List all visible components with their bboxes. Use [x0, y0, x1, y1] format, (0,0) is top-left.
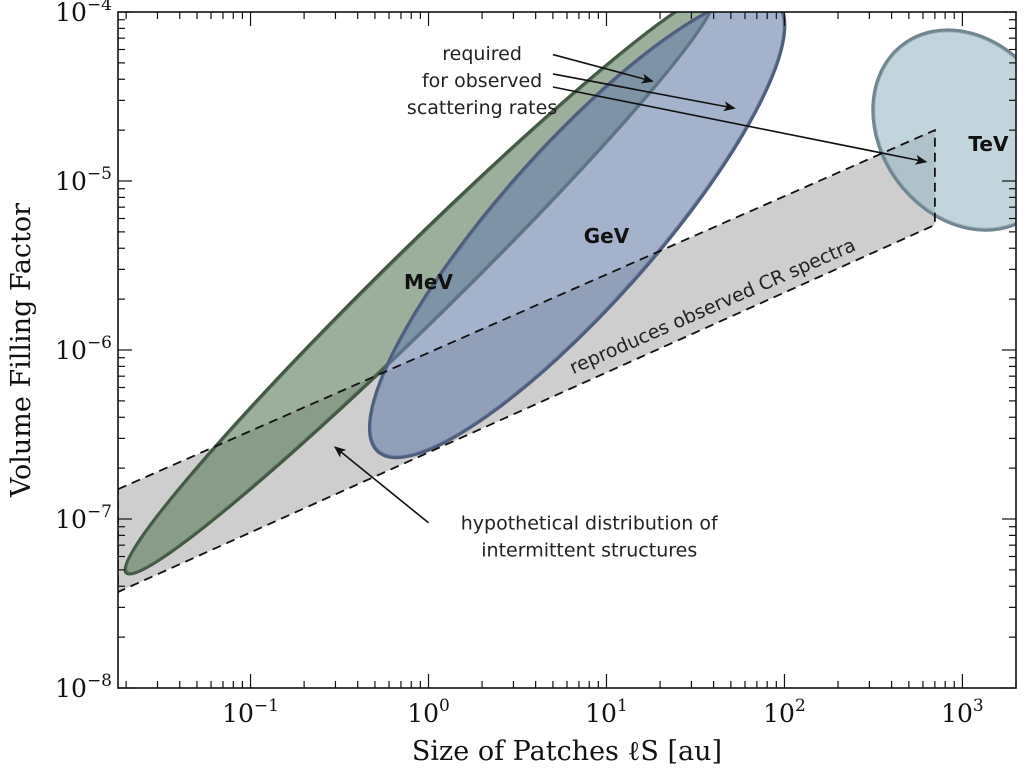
- x-tick-label-base: 10: [941, 699, 973, 728]
- y-tick-label-exp: −4: [87, 0, 112, 15]
- x-tick-label: 102: [763, 696, 806, 728]
- y-tick-label-base: 10: [55, 336, 87, 365]
- annotation-0-arrow-2: [552, 86, 928, 165]
- y-tick-label-exp: −7: [87, 502, 112, 522]
- annotation-0-line-2: scattering rates: [407, 97, 557, 119]
- annotation-1-arrow-0: [333, 446, 430, 524]
- x-tick-label-exp: −1: [254, 696, 279, 716]
- x-tick-label-exp: 1: [617, 696, 628, 716]
- x-tick-label: 10−1: [222, 696, 279, 728]
- y-tick-label: 10−8: [55, 671, 112, 703]
- region-label-tev: TeV: [968, 132, 1009, 156]
- region-tev: [871, 28, 1016, 232]
- y-tick-label: 10−6: [55, 333, 112, 365]
- x-tick-label-base: 10: [763, 699, 795, 728]
- annotation-1-line-0: hypothetical distribution of: [461, 513, 719, 535]
- x-tick-label-base: 10: [222, 699, 254, 728]
- x-tick-label-base: 10: [407, 699, 439, 728]
- annotation-0-line-1: for observed: [422, 70, 542, 92]
- region-gev: [367, 12, 787, 460]
- y-axis-title: Volume Filling Factor: [6, 203, 37, 498]
- annotation-0-line-0: required: [442, 43, 522, 65]
- x-tick-label-exp: 2: [795, 696, 806, 716]
- axes: 10−1 100 101 102 10310−810−710−610−510−4Size…: [6, 0, 1017, 767]
- y-tick-label-base: 10: [55, 674, 87, 703]
- annotation-0-arrow-1: [552, 73, 736, 112]
- y-tick-label-exp: −5: [87, 164, 112, 184]
- x-tick-label-base: 10: [585, 699, 617, 728]
- x-axis-title: Size of Patches ℓS [au]: [412, 736, 722, 767]
- x-tick-label: 103: [941, 696, 984, 728]
- plot-area: [118, 12, 1016, 593]
- y-tick-label-base: 10: [55, 505, 87, 534]
- x-tick-label-exp: 0: [439, 696, 450, 716]
- y-tick-label: 10−5: [55, 164, 112, 196]
- y-tick-label-exp: −6: [87, 333, 112, 353]
- region-label-gev: GeV: [584, 224, 630, 248]
- y-tick-label-exp: −8: [87, 671, 112, 691]
- annotation-0-arrow-0: [552, 53, 654, 84]
- y-tick-label: 10−7: [55, 502, 112, 534]
- y-tick-label-base: 10: [55, 167, 87, 196]
- y-tick-label-base: 10: [55, 0, 87, 27]
- region-label-mev: MeV: [404, 270, 453, 294]
- x-tick-label: 101: [585, 696, 628, 728]
- region-tev-edge: [874, 31, 1016, 229]
- y-tick-label: 10−4: [55, 0, 112, 27]
- annotation-1-line-1: intermittent structures: [481, 540, 697, 562]
- x-tick-label-exp: 3: [973, 696, 984, 716]
- region-gev-edge: [370, 12, 784, 457]
- x-tick-label: 100: [407, 696, 450, 728]
